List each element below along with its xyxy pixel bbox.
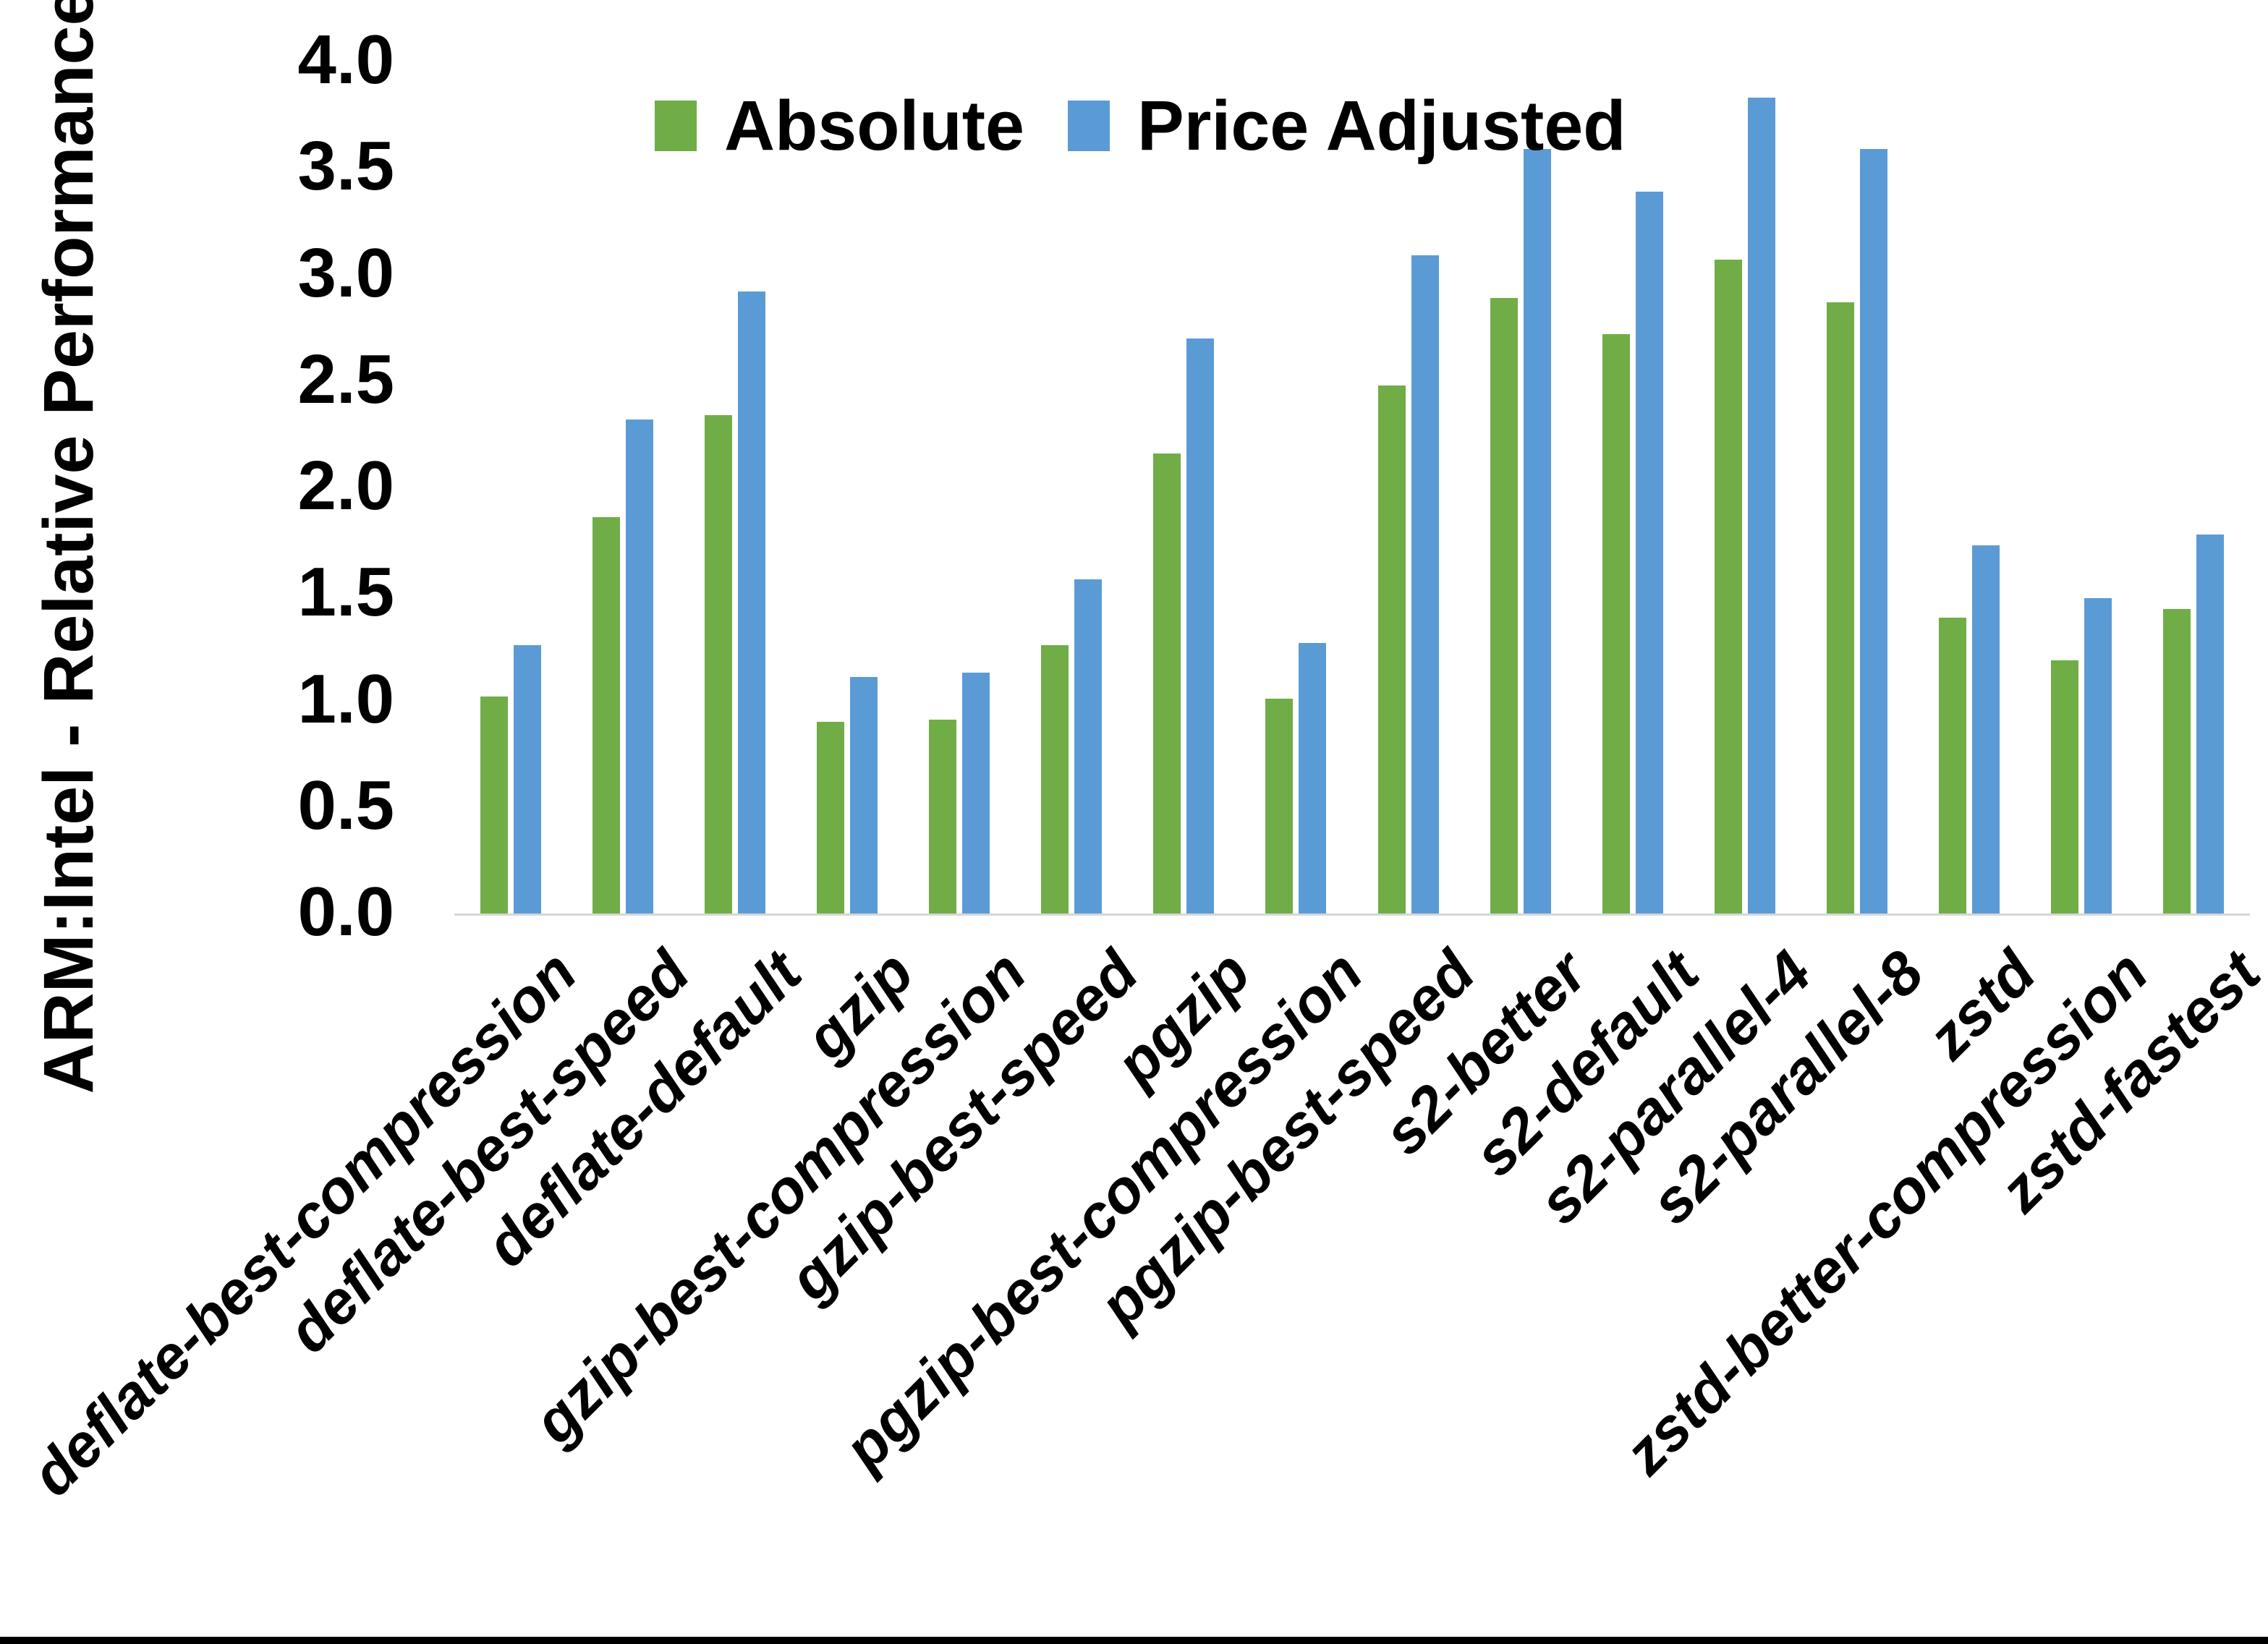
bar-s2-parallel-8-absolute	[1827, 302, 1855, 913]
y-tick-label: 2.0	[297, 446, 394, 524]
bar-deflate-best-speed-price-adjusted	[625, 419, 653, 913]
bottom-border-bar	[0, 1637, 2268, 1644]
y-axis-title: ARM:Intel - Relative Performance	[29, 0, 108, 1094]
absolute-series-swatch-icon	[655, 101, 697, 151]
bar-s2-parallel-4-price-adjusted	[1747, 98, 1775, 913]
y-tick-label: 0.0	[297, 872, 394, 950]
bar-deflate-best-speed-absolute	[592, 517, 620, 913]
y-tick-label: 1.0	[297, 660, 394, 738]
bar-zstd-better-compression-price-adjusted	[2084, 598, 2112, 913]
bar-s2-parallel-8-price-adjusted	[1860, 148, 1888, 913]
legend: Absolute Price Adjusted	[655, 85, 1626, 166]
bar-zstd-fastest-price-adjusted	[2196, 534, 2225, 913]
bar-s2-better-price-adjusted	[1523, 148, 1551, 913]
legend-item-absolute: Absolute	[655, 85, 1024, 166]
bar-pgzip-price-adjusted	[1186, 338, 1215, 913]
bar-deflate-default-price-adjusted	[737, 291, 765, 913]
bar-s2-better-absolute	[1490, 297, 1518, 913]
bar-pgzip-best-speed-price-adjusted	[1411, 255, 1439, 913]
bar-pgzip-best-compression-absolute	[1265, 698, 1294, 913]
bar-gzip-price-adjusted	[849, 677, 878, 913]
y-tick-label: 3.5	[297, 127, 394, 205]
bar-deflate-best-compression-price-adjusted	[513, 644, 541, 913]
y-tick-label: 1.5	[297, 553, 394, 631]
bar-gzip-best-compression-absolute	[929, 720, 957, 913]
bar-zstd-absolute	[1939, 617, 1967, 913]
bar-deflate-best-compression-absolute	[480, 696, 508, 913]
bar-s2-parallel-4-absolute	[1714, 259, 1742, 913]
bar-zstd-price-adjusted	[1972, 545, 2000, 913]
bar-zstd-better-compression-absolute	[2051, 660, 2079, 913]
bar-pgzip-best-speed-absolute	[1377, 385, 1406, 913]
y-tick-label: 4.0	[297, 20, 394, 98]
bar-gzip-best-compression-price-adjusted	[962, 673, 990, 913]
legend-label-absolute: Absolute	[724, 86, 1024, 165]
price-adjusted-series-swatch-icon	[1067, 101, 1110, 151]
legend-label-price-adjusted: Price Adjusted	[1137, 86, 1626, 165]
bar-gzip-best-speed-absolute	[1041, 644, 1069, 913]
bar-s2-default-absolute	[1602, 333, 1630, 913]
bar-gzip-best-speed-price-adjusted	[1074, 579, 1103, 913]
y-tick-label: 2.5	[297, 340, 394, 418]
bar-zstd-fastest-absolute	[2163, 608, 2191, 913]
bar-deflate-default-absolute	[704, 414, 732, 913]
bar-gzip-absolute	[816, 721, 844, 913]
bar-pgzip-absolute	[1153, 453, 1181, 913]
x-axis-line	[454, 913, 2250, 916]
bar-s2-default-price-adjusted	[1635, 191, 1663, 913]
y-tick-label: 3.0	[297, 234, 394, 312]
bar-pgzip-best-compression-price-adjusted	[1299, 642, 1327, 913]
legend-item-price-adjusted: Price Adjusted	[1067, 85, 1626, 166]
y-tick-label: 0.5	[297, 766, 394, 844]
